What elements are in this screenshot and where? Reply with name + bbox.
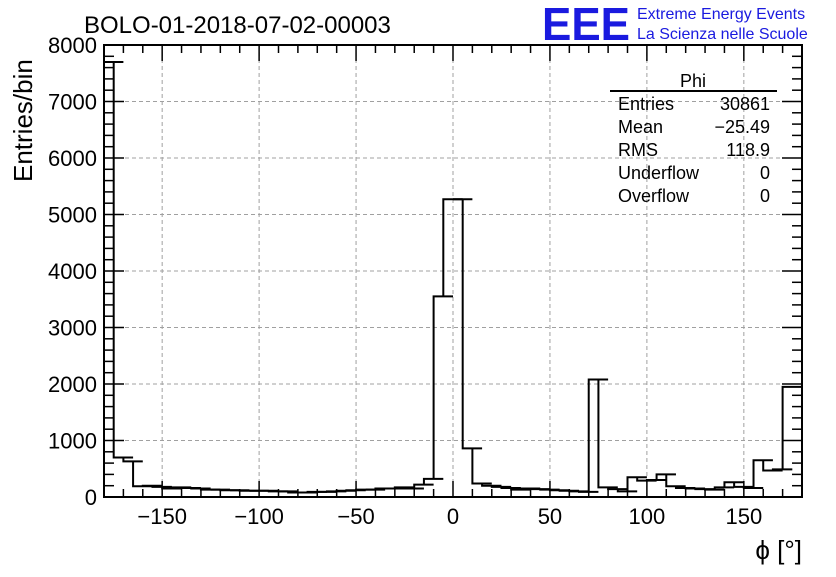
stats-row-value: 0 (760, 186, 770, 206)
stats-box-title: Phi (680, 71, 706, 91)
histogram-bin (461, 199, 483, 450)
y-axis-title: Entries/bin (8, 59, 38, 182)
stats-row-value: 0 (760, 163, 770, 183)
x-tick-label: −50 (337, 504, 374, 529)
histogram-bin (733, 482, 754, 488)
histogram-bin (403, 487, 424, 490)
eee-logo-mark: EEE (542, 0, 630, 50)
histogram-bin (151, 485, 172, 488)
stats-row-label: Entries (618, 94, 674, 114)
x-axis-title: ϕ [°] (755, 535, 802, 565)
histogram-bin (597, 379, 618, 489)
histogram-bin (645, 479, 667, 482)
histogram-bin (713, 486, 735, 490)
stats-row-value: −25.49 (714, 117, 770, 137)
y-tick-label: 3000 (48, 316, 97, 341)
y-tick-label: 7000 (48, 90, 97, 115)
x-tick-label: −100 (234, 504, 284, 529)
histogram-bin (490, 485, 512, 488)
stats-box: Phi Entries 30861 Mean −25.49 RMS 118.9 Underf… (610, 71, 777, 206)
histogram-bin (616, 489, 638, 493)
eee-logo-line1: Extreme Energy Events (637, 6, 805, 23)
y-tick-label: 4000 (48, 259, 97, 284)
x-tick-label: 100 (629, 504, 666, 529)
axis-ticks (103, 44, 803, 498)
y-tick-label: 1000 (48, 429, 97, 454)
x-tick-label: 0 (447, 504, 459, 529)
histogram-bin (393, 486, 415, 489)
histogram-bin (481, 483, 502, 487)
histogram-bin (723, 481, 744, 488)
stats-rows: Entries 30861 Mean −25.49 RMS 118.9 Underflow 0… (618, 94, 770, 206)
grid-lines (104, 45, 802, 497)
histogram-bin (471, 448, 492, 485)
eee-logo: EEE Extreme Energy Events La Scienza nel… (542, 0, 808, 50)
y-tick-label: 0 (85, 485, 97, 510)
x-tick-label: 50 (538, 504, 562, 529)
y-tick-label: 8000 (48, 33, 97, 58)
y-tick-label: 2000 (48, 372, 97, 397)
histogram-bin (190, 487, 211, 490)
histogram-bin (413, 483, 434, 489)
stats-row-label: Overflow (618, 186, 690, 206)
histogram-bin (626, 476, 647, 492)
chart-title: BOLO-01-2018-07-02-00003 (84, 12, 391, 39)
histogram-bin (432, 295, 453, 479)
histogram-bin (752, 459, 773, 488)
histogram-bin (587, 378, 609, 492)
histogram-bin (771, 468, 793, 471)
stats-row-label: Underflow (618, 163, 700, 183)
histogram-bin (578, 490, 599, 493)
histogram-bin (665, 474, 686, 488)
eee-logo-line2: La Scienza nelle Scuole (637, 26, 808, 43)
y-tick-label: 5000 (48, 203, 97, 228)
x-tick-label: −150 (137, 504, 187, 529)
histogram-bin (655, 473, 676, 481)
histogram-bin (122, 457, 143, 463)
stats-row-label: RMS (618, 140, 658, 160)
histogram-bin (781, 385, 802, 470)
x-tick-label: 150 (725, 504, 762, 529)
histogram-bin (141, 484, 163, 487)
y-tick-label: 6000 (48, 146, 97, 171)
stats-row-value: 118.9 (726, 140, 770, 160)
stats-row-value: 30861 (720, 94, 770, 114)
histogram-bin (112, 61, 134, 459)
histogram-bin (762, 460, 783, 472)
tick-labels: −150 −100 −50 0 50 100 150 0 1000 2000 3000 4000 500… (48, 33, 762, 529)
histogram-bin (422, 477, 444, 485)
histogram-bin (500, 486, 521, 489)
stats-row-label: Mean (618, 117, 663, 137)
